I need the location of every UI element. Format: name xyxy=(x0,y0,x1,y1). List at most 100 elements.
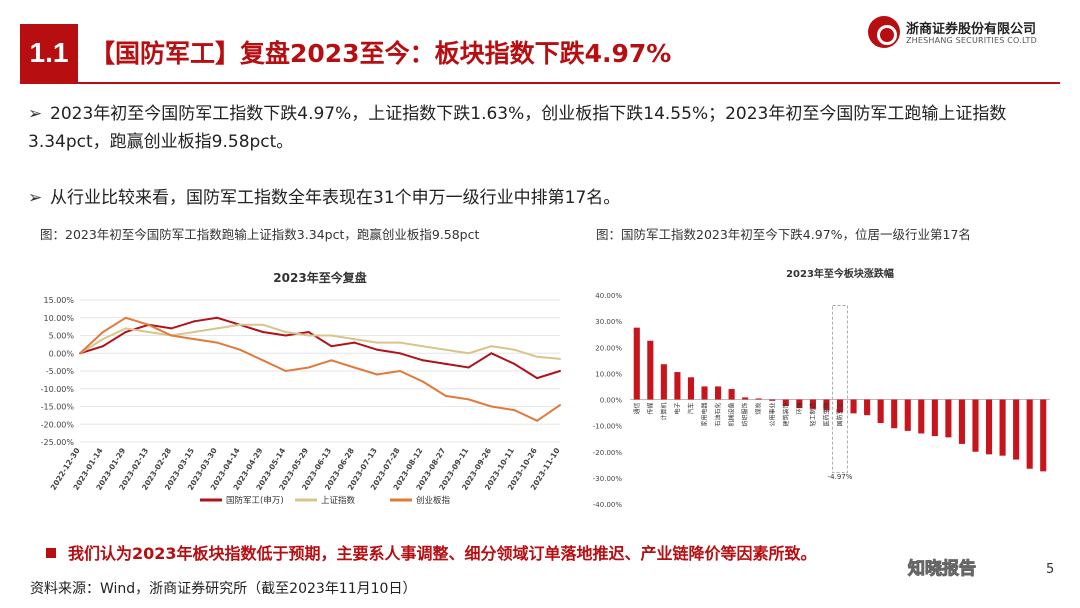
bar xyxy=(823,399,830,411)
bar xyxy=(891,399,898,429)
data-point xyxy=(353,341,356,344)
data-point xyxy=(216,316,219,319)
bar xyxy=(958,399,965,444)
bar xyxy=(755,398,762,400)
highlight-box xyxy=(832,305,848,474)
bar xyxy=(1040,399,1047,472)
bar xyxy=(945,399,952,438)
bullet-2: ➢ 从行业比较来看，国防军工指数全年表现在31个申万一级行业中排第17名。 xyxy=(28,184,620,212)
company-name-en: ZHESHANG SECURITIES CO.LTD xyxy=(906,36,1037,45)
y-tick-label: -15.00% xyxy=(41,403,75,412)
chart-title: 2023年至今板块涨跌幅 xyxy=(786,267,894,280)
square-bullet-icon xyxy=(46,548,56,558)
source-note: 资料来源：Wind，浙商证券研究所（截至2023年11月10日） xyxy=(30,581,417,597)
data-point xyxy=(376,348,379,351)
bar xyxy=(864,399,871,416)
company-name-cn: 浙商证券股份有限公司 xyxy=(906,22,1037,37)
data-point xyxy=(216,327,219,330)
y-tick-label: 30.00% xyxy=(595,318,622,326)
category-label: 医药生物 xyxy=(822,403,830,427)
bar xyxy=(972,399,979,452)
page-title: 【国防军工】复盘2023至今：板块指数下跌4.97% xyxy=(90,39,672,68)
data-point xyxy=(284,370,287,372)
category-label: 轻工制造 xyxy=(809,403,817,427)
y-tick-label: 40.00% xyxy=(595,292,622,300)
category-label: 汽车 xyxy=(687,403,695,415)
category-label: 传媒 xyxy=(646,403,654,415)
conclusion: 我们认为2023年板块指数低于预期，主要系人事调整、细分领域订单落地推迟、产业链… xyxy=(46,540,817,564)
bar xyxy=(836,399,844,413)
data-point xyxy=(376,373,379,376)
company-logo: 浙商证券股份有限公司 ZHESHANG SECURITIES CO.LTD xyxy=(868,14,1058,54)
y-tick-label: -5.00% xyxy=(46,367,75,376)
bullet-1: ➢ 2023年初至今国防军工指数下跌4.97%，上证指数下跌1.63%，创业板指下… xyxy=(28,100,1058,156)
y-tick-label: -20.00% xyxy=(41,420,75,429)
data-point xyxy=(559,370,561,372)
data-point xyxy=(513,362,516,365)
y-tick-label: -20.00% xyxy=(593,449,623,457)
bar xyxy=(701,386,708,400)
y-tick-label: 10.00% xyxy=(43,314,74,323)
bar xyxy=(985,399,993,455)
bar xyxy=(1026,399,1033,469)
bar xyxy=(715,386,722,400)
data-point xyxy=(330,359,333,362)
data-point xyxy=(79,352,81,355)
category-label: 通信 xyxy=(633,403,641,415)
data-point xyxy=(216,341,219,344)
bar xyxy=(877,399,884,424)
data-point xyxy=(330,345,333,348)
conclusion-text: 我们认为2023年板块指数低于预期，主要系人事调整、细分领域订单落地推迟、产业链… xyxy=(68,544,817,563)
y-tick-label: -25.00% xyxy=(41,438,75,447)
bar xyxy=(728,389,735,400)
bar xyxy=(796,399,803,409)
data-point xyxy=(444,362,447,365)
section-number-badge: 1.1 xyxy=(20,24,78,82)
bar xyxy=(850,399,857,414)
data-point xyxy=(559,357,561,360)
data-point xyxy=(490,345,493,348)
data-point xyxy=(101,345,104,348)
legend-label: 国防军工(申万) xyxy=(226,495,284,506)
data-point xyxy=(124,316,127,319)
y-tick-label: 0.00% xyxy=(600,397,623,405)
series-line-1 xyxy=(79,323,561,360)
right-chart-caption: 图：国防军工指数2023年初至今下跌4.97%，位居一级行业第17名 xyxy=(596,227,971,242)
bar xyxy=(660,364,667,400)
data-point xyxy=(467,352,470,355)
data-point xyxy=(536,355,539,358)
data-point xyxy=(490,352,493,355)
data-point xyxy=(193,338,196,341)
legend-label: 上证指数 xyxy=(321,495,356,506)
bar xyxy=(931,399,938,437)
bar xyxy=(809,399,816,409)
data-point xyxy=(536,377,539,380)
data-point xyxy=(399,370,401,372)
arrow-bullet-icon: ➢ xyxy=(28,188,43,208)
data-point xyxy=(353,338,356,341)
data-point xyxy=(513,409,516,412)
zheshang-logo-icon xyxy=(868,16,900,48)
y-tick-label: -10.00% xyxy=(593,423,623,431)
data-point xyxy=(307,366,310,369)
title-divider xyxy=(20,82,1060,84)
data-point xyxy=(124,327,127,330)
data-point xyxy=(307,334,310,337)
data-point xyxy=(261,359,264,362)
y-tick-label: 10.00% xyxy=(595,370,622,378)
page-number: 5 xyxy=(1046,562,1055,577)
y-tick-label: 15.00% xyxy=(43,296,74,305)
bullet-2-text: 从行业比较来看，国防军工指数全年表现在31个申万一级行业中排第17名。 xyxy=(50,188,621,208)
data-point xyxy=(124,330,127,333)
data-point xyxy=(170,334,173,337)
category-label: 煤炭 xyxy=(755,403,763,415)
data-point xyxy=(376,341,379,344)
bar xyxy=(647,340,654,400)
chart-title: 2023年至今复盘 xyxy=(273,270,366,285)
data-point xyxy=(147,330,150,333)
data-point xyxy=(101,338,104,341)
data-point xyxy=(353,366,356,369)
bar xyxy=(782,399,789,407)
category-label: 计算机 xyxy=(660,403,668,421)
bar-chart: 2023年至今板块涨跌幅 40.00% 30.00% 20.00% 10.00% 0.00… xyxy=(593,267,1050,509)
